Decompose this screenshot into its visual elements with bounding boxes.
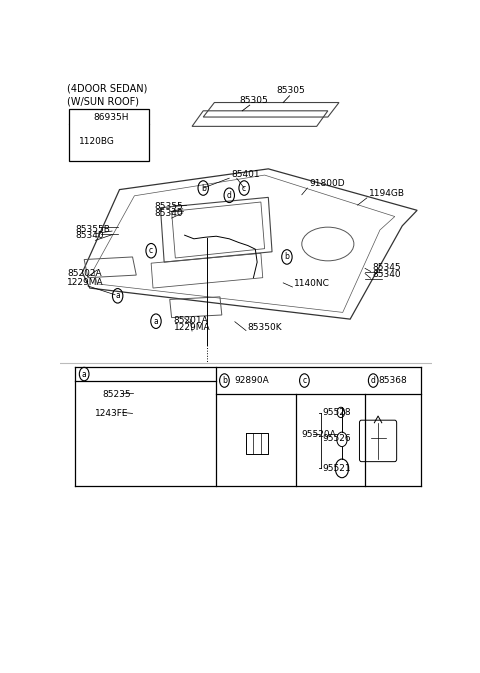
Text: d: d: [227, 190, 232, 200]
Text: 85202A: 85202A: [67, 269, 102, 278]
Text: 1120BG: 1120BG: [79, 137, 114, 146]
Text: 86935H: 86935H: [94, 112, 129, 122]
Text: 95528: 95528: [322, 408, 351, 417]
Text: (4DOOR SEDAN)
(W/SUN ROOF): (4DOOR SEDAN) (W/SUN ROOF): [67, 83, 148, 106]
Text: d: d: [371, 376, 376, 385]
Text: 1243FE: 1243FE: [96, 409, 129, 418]
Text: 85401: 85401: [232, 170, 260, 179]
FancyBboxPatch shape: [69, 109, 149, 161]
Text: b: b: [201, 184, 205, 192]
Text: 85340: 85340: [372, 271, 401, 279]
Text: 85305: 85305: [239, 96, 268, 104]
Text: 1140NC: 1140NC: [294, 279, 330, 288]
Text: 85201A: 85201A: [173, 316, 208, 325]
Text: a: a: [115, 291, 120, 300]
Text: c: c: [242, 184, 246, 192]
Text: 92890A: 92890A: [234, 376, 269, 385]
Text: 1194GB: 1194GB: [369, 189, 405, 198]
Text: 95521: 95521: [322, 464, 351, 473]
Text: b: b: [222, 376, 227, 385]
Text: 95526: 95526: [322, 434, 351, 443]
Text: 85340: 85340: [155, 209, 183, 218]
Text: c: c: [149, 246, 153, 255]
Text: 85350K: 85350K: [248, 322, 283, 332]
Text: 95520A: 95520A: [302, 429, 336, 439]
Text: 85235: 85235: [103, 390, 132, 399]
Text: b: b: [285, 252, 289, 261]
Text: 1229MA: 1229MA: [173, 323, 210, 332]
Text: 85345: 85345: [372, 264, 401, 273]
Text: 85305: 85305: [276, 86, 305, 96]
Text: a: a: [154, 317, 158, 326]
Text: 85355: 85355: [155, 203, 184, 211]
Text: 1229MA: 1229MA: [67, 278, 104, 287]
Text: 91800D: 91800D: [309, 179, 345, 188]
Text: a: a: [82, 369, 86, 379]
Text: c: c: [302, 376, 306, 385]
Text: 85355B: 85355B: [75, 225, 110, 234]
Text: 85340: 85340: [75, 232, 104, 240]
Text: 85368: 85368: [379, 376, 408, 385]
